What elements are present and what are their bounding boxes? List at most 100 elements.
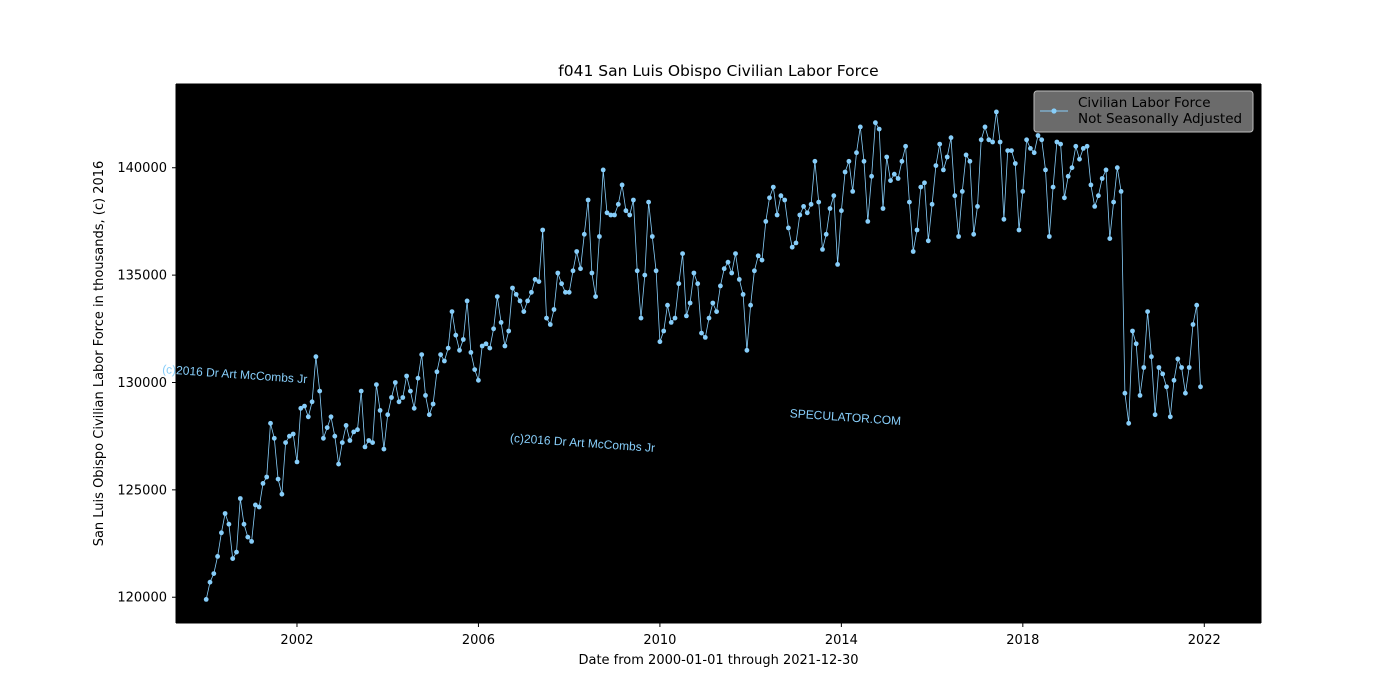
- data-point: [990, 139, 995, 145]
- data-point: [271, 435, 277, 441]
- data-point: [869, 173, 874, 179]
- legend: Civilian Labor Force Not Seasonally Adju…: [1033, 90, 1254, 133]
- y-axis: 120000 125000 130000 135000 140000: [117, 83, 1262, 623]
- data-point: [876, 126, 882, 132]
- data-point: [1077, 156, 1082, 162]
- data-point: [529, 289, 534, 295]
- data-point: [1039, 137, 1045, 143]
- data-point: [343, 423, 349, 428]
- data-point: [585, 197, 591, 203]
- data-point: [804, 210, 810, 216]
- data-point: [736, 277, 742, 282]
- data-point: [1149, 354, 1154, 360]
- data-point: [835, 262, 840, 267]
- data-point: [978, 137, 984, 143]
- data-point: [445, 345, 451, 351]
- data-point: [366, 438, 372, 443]
- data-point: [392, 380, 398, 385]
- data-point: [411, 405, 417, 411]
- data-point: [597, 234, 602, 239]
- data-point: [922, 180, 927, 186]
- data-point: [1137, 393, 1143, 398]
- data-point: [581, 231, 587, 237]
- data-point: [207, 579, 213, 585]
- data-point: [510, 285, 515, 291]
- data-point: [672, 315, 678, 321]
- data-point: [684, 313, 689, 319]
- data-point: [275, 476, 281, 482]
- data-point: [718, 283, 723, 289]
- data-point: [975, 204, 980, 209]
- data-point: [846, 158, 852, 164]
- data-point: [264, 474, 270, 480]
- data-point: [245, 534, 251, 540]
- data-point: [982, 124, 988, 130]
- data-point: [937, 141, 943, 147]
- data-point: [532, 277, 538, 282]
- data-point: [657, 339, 663, 345]
- data-point: [336, 461, 341, 467]
- data-point: [241, 521, 247, 527]
- chart-title: f041 San Luis Obispo Civilian Labor Forc…: [558, 62, 878, 80]
- data-point: [619, 182, 625, 188]
- data-point: [1028, 146, 1033, 151]
- data-point: [491, 326, 496, 332]
- data-point: [460, 337, 466, 342]
- data-point: [888, 178, 893, 184]
- data-point: [842, 169, 848, 175]
- data-point: [559, 281, 564, 287]
- data-point: [1046, 234, 1052, 239]
- data-point: [1190, 322, 1196, 327]
- data-point: [449, 309, 455, 314]
- data-point: [438, 352, 443, 357]
- data-point: [1141, 365, 1147, 370]
- data-point: [729, 270, 735, 276]
- data-point: [1031, 150, 1037, 156]
- data-point: [1126, 420, 1132, 426]
- data-point: [714, 309, 719, 314]
- data-point: [676, 281, 682, 287]
- y-tick-label: 120000: [117, 591, 167, 606]
- data-point: [1156, 365, 1162, 370]
- data-point: [808, 201, 814, 207]
- data-point: [1024, 137, 1029, 143]
- data-point: [1164, 384, 1169, 390]
- data-point: [994, 109, 999, 115]
- data-point: [933, 163, 939, 169]
- data-point: [1065, 173, 1071, 179]
- data-point: [1122, 390, 1128, 396]
- series-points: [203, 109, 1203, 602]
- data-point: [634, 268, 640, 274]
- data-point: [298, 405, 304, 411]
- x-tick-label: 2018: [1006, 633, 1039, 648]
- data-point: [1080, 146, 1086, 151]
- data-point: [944, 154, 950, 160]
- data-point: [891, 171, 897, 177]
- data-point: [812, 158, 818, 164]
- data-point: [1107, 236, 1113, 242]
- data-point: [313, 354, 319, 360]
- data-point: [623, 208, 629, 214]
- data-point: [695, 281, 701, 287]
- data-point: [423, 393, 428, 398]
- data-point: [782, 197, 788, 203]
- data-point: [1175, 356, 1181, 362]
- data-point: [377, 408, 383, 413]
- data-point: [778, 193, 784, 199]
- data-point: [733, 251, 738, 256]
- data-point: [1069, 165, 1075, 171]
- data-point: [476, 377, 481, 383]
- x-axis-label: Date from 2000-01-01 through 2021-12-30: [578, 653, 858, 668]
- data-point: [302, 403, 307, 409]
- data-point: [332, 433, 338, 439]
- data-point: [1186, 365, 1192, 370]
- data-point: [1035, 133, 1041, 138]
- data-point: [351, 429, 357, 435]
- data-point: [1001, 216, 1007, 222]
- data-point: [230, 556, 236, 561]
- data-point: [816, 199, 822, 205]
- data-point: [517, 298, 523, 304]
- data-point: [767, 195, 772, 201]
- data-point: [521, 309, 527, 314]
- data-point: [279, 491, 285, 497]
